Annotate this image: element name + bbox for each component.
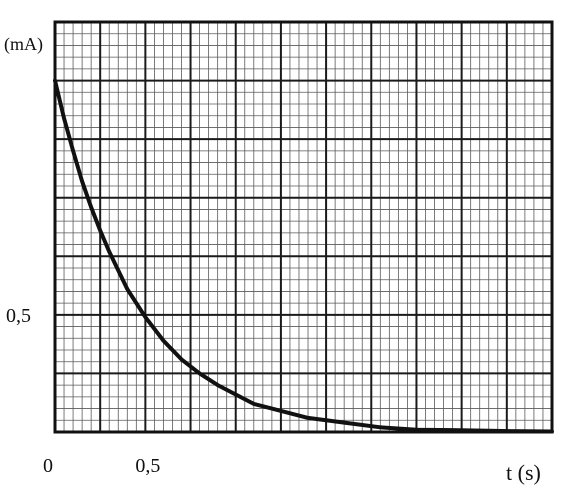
grid-major xyxy=(54,21,553,433)
plot-frame xyxy=(53,20,554,434)
x-tick-label: 0 xyxy=(43,455,53,477)
y-tick-label: 0,5 xyxy=(6,305,31,327)
series-line-0 xyxy=(53,78,554,434)
x-tick-label: 0,5 xyxy=(135,455,160,477)
x-axis-label: t (s) xyxy=(506,460,541,485)
y-axis-label: (mA) xyxy=(4,34,43,55)
tick-labels: 0 0,5 0,5 xyxy=(6,305,160,477)
plot-border xyxy=(53,20,554,434)
series-layer xyxy=(53,78,554,434)
grid-minor xyxy=(55,22,552,432)
